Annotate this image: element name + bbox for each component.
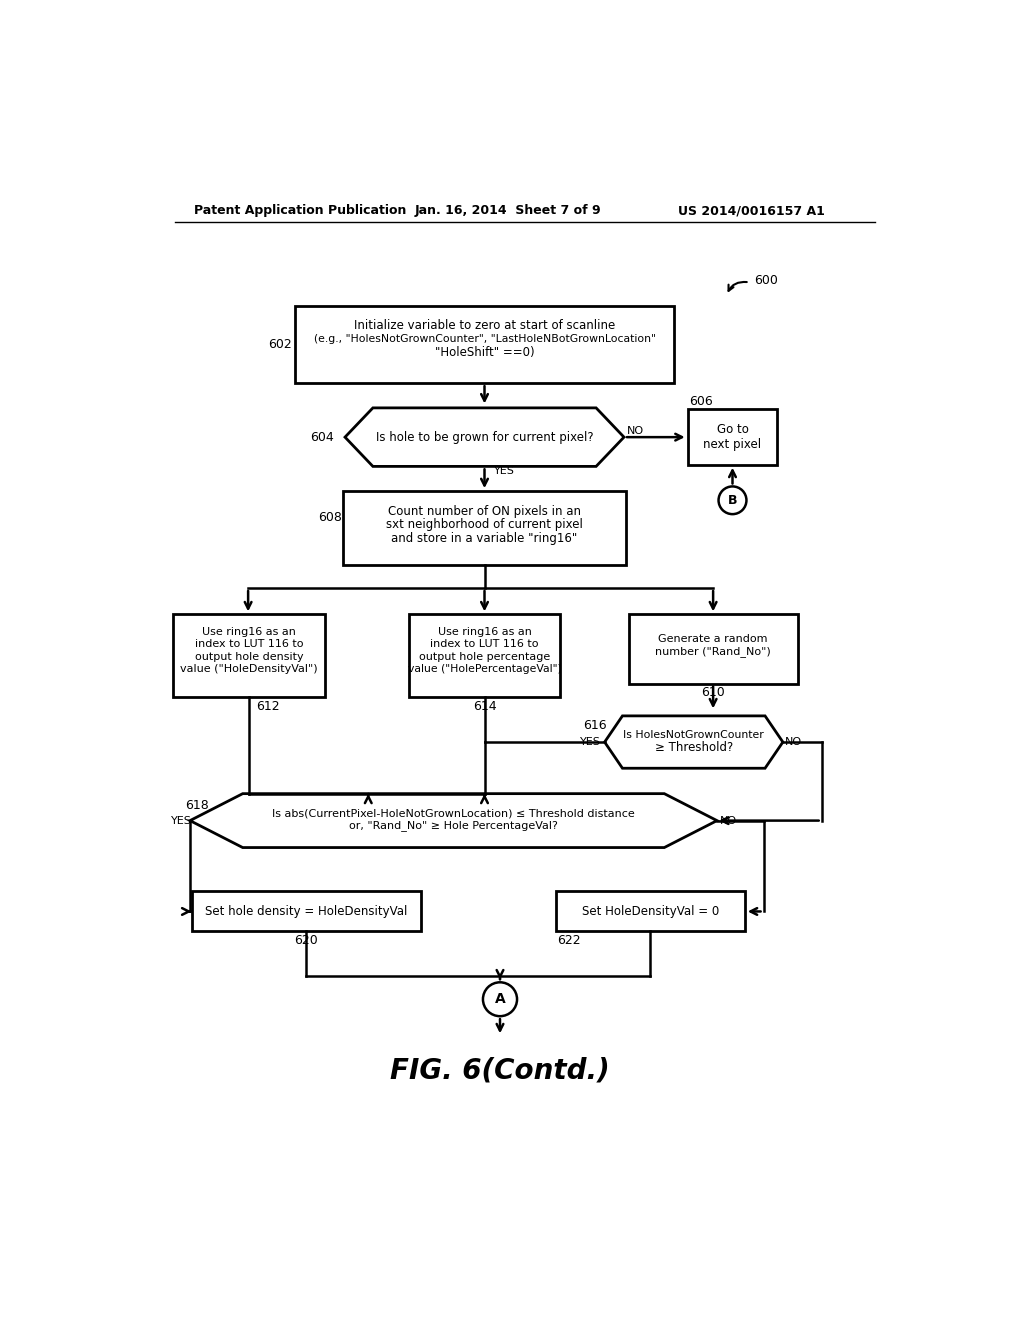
Text: sxt neighborhood of current pixel: sxt neighborhood of current pixel (386, 519, 583, 532)
Text: B: B (728, 494, 737, 507)
Text: Is abs(CurrentPixel-HoleNotGrownLocation) ≤ Threshold distance: Is abs(CurrentPixel-HoleNotGrownLocation… (272, 809, 635, 818)
Text: Use ring16 as an: Use ring16 as an (202, 627, 296, 638)
Text: 614: 614 (473, 700, 497, 713)
Text: "HoleShift" ==0): "HoleShift" ==0) (434, 346, 535, 359)
Text: 612: 612 (256, 700, 280, 713)
Text: NO: NO (627, 426, 644, 436)
Text: 606: 606 (689, 395, 713, 408)
Text: and store in a variable "ring16": and store in a variable "ring16" (391, 532, 578, 545)
Text: YES: YES (580, 737, 601, 747)
Text: A: A (495, 993, 506, 1006)
Text: 618: 618 (185, 799, 209, 812)
Bar (295, 306, 675, 383)
Text: Is hole to be grown for current pixel?: Is hole to be grown for current pixel? (376, 430, 593, 444)
Circle shape (719, 486, 746, 513)
Text: 600: 600 (755, 273, 778, 286)
Text: Use ring16 as an: Use ring16 as an (437, 627, 531, 638)
Text: Set HoleDensityVal = 0: Set HoleDensityVal = 0 (582, 906, 719, 917)
Text: output hole percentage: output hole percentage (419, 652, 550, 661)
Text: Generate a random: Generate a random (658, 634, 768, 644)
Bar (343, 491, 626, 565)
Text: index to LUT 116 to: index to LUT 116 to (430, 639, 539, 649)
Text: 610: 610 (701, 686, 725, 700)
Text: value ("HolePercentageVal"): value ("HolePercentageVal") (408, 664, 561, 675)
Polygon shape (345, 408, 624, 466)
Text: 602: 602 (268, 338, 292, 351)
Polygon shape (604, 715, 783, 768)
Circle shape (483, 982, 517, 1016)
Text: 608: 608 (318, 511, 342, 524)
Text: NO: NO (720, 816, 737, 825)
Text: output hole density: output hole density (195, 652, 303, 661)
Text: number ("Rand_No"): number ("Rand_No") (655, 647, 771, 657)
Bar (409, 614, 560, 697)
Text: US 2014/0016157 A1: US 2014/0016157 A1 (678, 205, 825, 218)
Text: Set hole density = HoleDensityVal: Set hole density = HoleDensityVal (205, 906, 408, 917)
Text: index to LUT 116 to: index to LUT 116 to (195, 639, 303, 649)
Text: Patent Application Publication: Patent Application Publication (194, 205, 407, 218)
Text: YES: YES (171, 816, 193, 825)
Text: FIG. 6(Contd.): FIG. 6(Contd.) (390, 1057, 610, 1085)
Text: ≥ Threshold?: ≥ Threshold? (654, 741, 733, 754)
Text: Is HolesNotGrownCounter: Is HolesNotGrownCounter (624, 730, 764, 741)
Text: Initialize variable to zero at start of scanline: Initialize variable to zero at start of … (354, 319, 615, 333)
Text: or, "Rand_No" ≥ Hole PercentageVal?: or, "Rand_No" ≥ Hole PercentageVal? (349, 821, 558, 832)
Text: YES: YES (494, 466, 515, 477)
Bar (629, 614, 798, 684)
Bar (191, 891, 421, 932)
Text: 604: 604 (310, 430, 334, 444)
Polygon shape (190, 793, 717, 847)
Text: 616: 616 (584, 718, 607, 731)
Text: value ("HoleDensityVal"): value ("HoleDensityVal") (180, 664, 317, 675)
Text: Count number of ON pixels in an: Count number of ON pixels in an (388, 504, 581, 517)
Bar (173, 614, 325, 697)
Text: 620: 620 (294, 935, 318, 948)
Text: NO: NO (785, 737, 803, 747)
Text: Jan. 16, 2014  Sheet 7 of 9: Jan. 16, 2014 Sheet 7 of 9 (415, 205, 601, 218)
Bar (556, 891, 744, 932)
Text: 622: 622 (557, 935, 581, 948)
Text: (e.g., "HolesNotGrownCounter", "LastHoleNBotGrownLocation": (e.g., "HolesNotGrownCounter", "LastHole… (313, 334, 655, 343)
Text: Go to
next pixel: Go to next pixel (703, 424, 762, 451)
Bar (687, 409, 776, 465)
